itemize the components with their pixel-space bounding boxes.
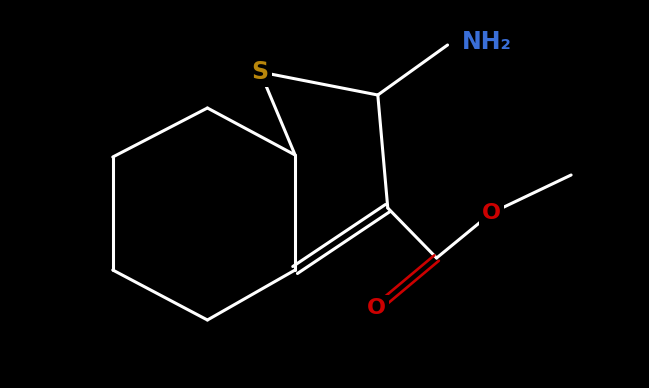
Text: S: S xyxy=(252,60,269,84)
Text: O: O xyxy=(367,298,386,318)
Text: O: O xyxy=(482,203,501,223)
Text: NH₂: NH₂ xyxy=(462,30,511,54)
